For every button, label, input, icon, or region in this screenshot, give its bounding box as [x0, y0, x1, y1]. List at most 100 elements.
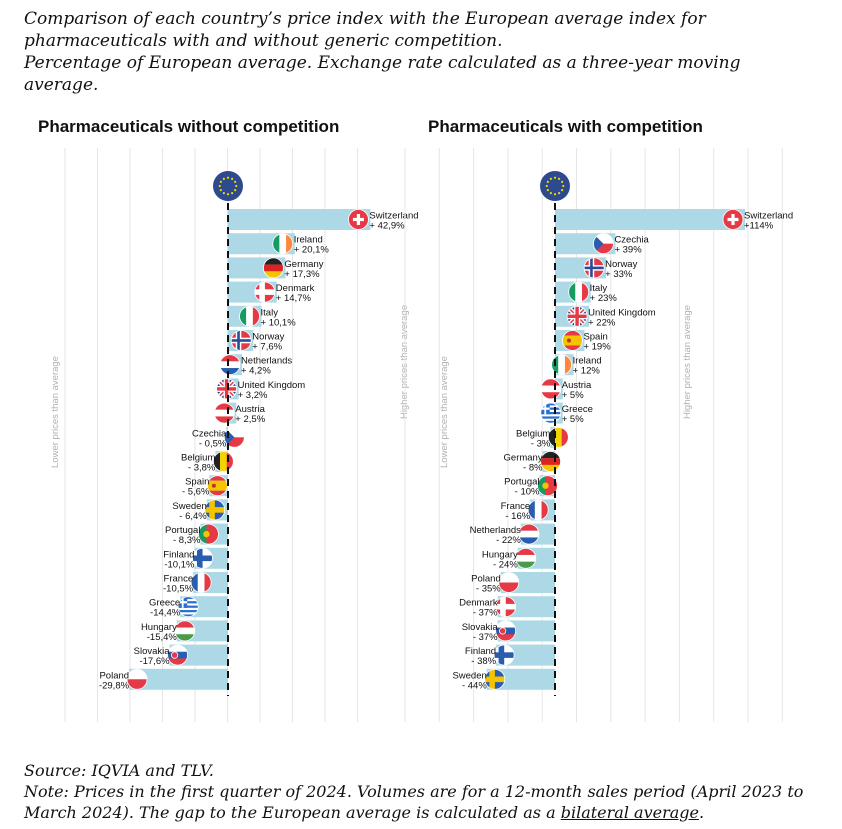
- flag-portugal-icon: [198, 524, 219, 545]
- flag-part: [263, 271, 284, 278]
- eu-flag-disc: [213, 171, 243, 201]
- data-label-sweden: Sweden - 6,4%: [172, 501, 207, 522]
- bar-switzerland: [555, 209, 745, 230]
- value-label: +114%: [744, 221, 774, 232]
- flag-part: [252, 306, 260, 327]
- flag-part: [518, 530, 539, 538]
- country-label: Poland: [471, 574, 501, 585]
- flag-outline: [216, 378, 238, 400]
- country-label: Poland: [99, 670, 129, 681]
- flag-greece-icon: [178, 596, 199, 617]
- flag-part: [540, 420, 561, 424]
- flag-part: [575, 306, 579, 327]
- flag-part: [174, 627, 195, 635]
- flag-czechia-icon: [224, 427, 245, 448]
- eu-star: [218, 184, 221, 188]
- value-label: - 10%: [515, 487, 540, 498]
- bilateral-average-link[interactable]: bilateral average: [560, 803, 699, 822]
- flag-part: [272, 233, 280, 254]
- eu-star: [222, 177, 225, 180]
- value-label: + 39%: [614, 245, 642, 256]
- flag-part: [584, 266, 605, 270]
- flag-outline: [204, 499, 226, 521]
- flag-outline: [348, 209, 369, 230]
- flag-outline: [219, 354, 241, 376]
- data-label-finland: Finland - 38%: [465, 646, 497, 667]
- data-label-spain: Spain - 5,6%: [182, 477, 210, 498]
- eu-star: [561, 180, 564, 183]
- flag-belgium-icon: [548, 427, 569, 448]
- flag-outline: [254, 281, 276, 303]
- flag-part: [581, 282, 589, 303]
- flag-austria-icon: [540, 378, 561, 399]
- data-label-portugal: Portugal - 8,3%: [165, 525, 201, 546]
- chart-panel-2: Pharmaceuticals with competition Lower pr…: [404, 117, 793, 722]
- data-label-france: France -10,5%: [163, 574, 194, 595]
- flag-part: [207, 475, 228, 481]
- flag-greece-icon: [540, 403, 561, 424]
- eu-star: [553, 193, 557, 196]
- flag-part: [540, 407, 561, 410]
- flag-emblem: [170, 651, 179, 659]
- flag-part: [561, 427, 569, 448]
- data-label-italy: Italy + 23%: [590, 283, 618, 304]
- flag-slovakia-icon: [167, 645, 188, 666]
- data-label-finland: Finland -10,1%: [163, 549, 195, 570]
- country-label: United Kingdom: [238, 380, 306, 391]
- data-label-poland: Poland -29,8%: [99, 670, 130, 691]
- country-label: France: [501, 501, 531, 512]
- flag-part: [219, 354, 240, 362]
- flag-poland-icon: [498, 572, 519, 593]
- data-label-sweden: Sweden - 44%: [452, 670, 487, 691]
- flag-part: [224, 427, 235, 448]
- flag-part: [167, 658, 188, 666]
- eu-star: [546, 180, 549, 183]
- eu-flag-icon: [213, 171, 243, 201]
- eu-star: [219, 180, 222, 183]
- data-label-switzerland: Switzerland + 42,9%: [369, 211, 418, 232]
- country-label: Spain: [185, 477, 209, 488]
- data-label-slovakia: Slovakia -17,6%: [134, 646, 171, 667]
- flag-netherlands-icon: [518, 524, 539, 545]
- flag-austria-icon: [214, 403, 235, 424]
- country-label: Denmark: [276, 283, 315, 294]
- bar-sweden: [486, 668, 555, 690]
- data-label-germany: Germany + 17,3%: [284, 259, 323, 280]
- flag-part: [575, 282, 583, 303]
- country-label: Germany: [284, 259, 323, 270]
- value-label: + 14,7%: [276, 293, 312, 304]
- flag-part: [352, 217, 364, 222]
- data-label-france: France - 16%: [501, 501, 531, 522]
- value-label: - 3,8%: [188, 463, 216, 474]
- flag-outline: [484, 668, 506, 690]
- flag-outline: [566, 305, 588, 327]
- flag-czechia-icon: [593, 233, 614, 254]
- value-label: -15,4%: [147, 632, 178, 643]
- value-label: + 5%: [562, 414, 584, 425]
- data-label-united-kingdom: United Kingdom + 3,2%: [238, 380, 306, 401]
- flag-outline: [495, 620, 517, 642]
- flag-outline: [230, 330, 252, 351]
- flag-outline: [223, 426, 245, 448]
- value-label: - 3%: [531, 438, 551, 449]
- data-label-poland: Poland - 35%: [471, 574, 501, 595]
- figure-footer: Source: IQVIA and TLV. Note: Prices in t…: [24, 760, 824, 823]
- country-label: Czechia: [614, 235, 649, 246]
- flag-outline: [551, 354, 572, 376]
- flag-part: [167, 645, 188, 652]
- value-label: - 0,5%: [199, 438, 227, 449]
- note-line-2-text: March 2024). The gap to the European ave…: [24, 803, 561, 822]
- flag-part: [541, 499, 549, 520]
- title-line-3: Percentage of European average. Exchange…: [24, 53, 741, 73]
- flag-part: [263, 257, 284, 265]
- flag-germany-icon: [540, 451, 561, 472]
- data-label-norway: Norway + 33%: [605, 259, 637, 280]
- flag-part: [540, 378, 561, 386]
- value-label: + 23%: [590, 293, 618, 304]
- country-label: France: [164, 574, 194, 585]
- flag-part: [518, 537, 539, 545]
- flag-part: [259, 282, 265, 303]
- flag-part: [564, 354, 572, 375]
- flag-part: [220, 451, 228, 472]
- flag-part: [207, 490, 228, 496]
